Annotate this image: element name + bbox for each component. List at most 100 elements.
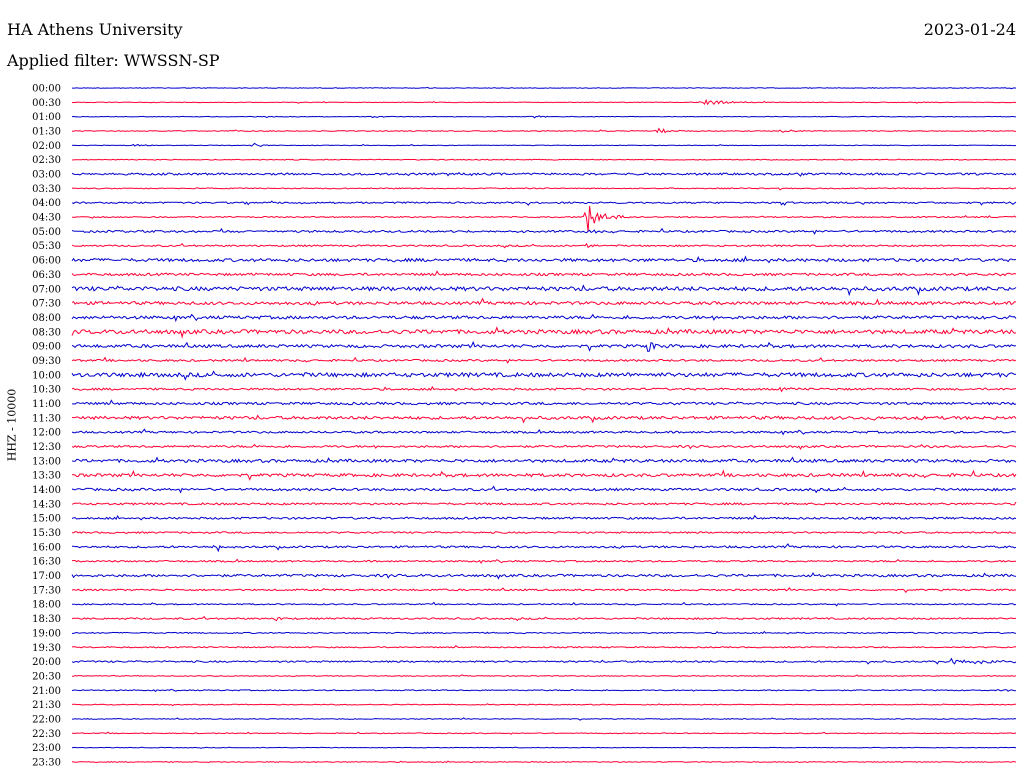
trace-line [71,399,1017,406]
trace-line [71,297,1017,306]
date-label: 2023-01-24 [923,20,1016,39]
trace-line [71,227,1017,235]
trace-line [71,514,1017,521]
filter-label: Applied filter: WWSSN-SP [7,51,220,70]
trace-line [71,385,1017,393]
row-time-label: 01:00 [32,112,61,123]
row-time-label: 11:00 [32,399,61,410]
row-time-label: 14:00 [32,485,61,496]
row-time-label: 07:30 [32,299,61,310]
trace-line [71,601,1017,607]
row-time-label: 17:00 [32,571,61,582]
trace-line [72,543,1017,553]
station-title: HA Athens University [7,20,183,39]
row-time-label: 00:00 [32,84,61,95]
trace-line [71,469,1017,481]
row-time-label: 06:00 [32,256,61,267]
row-time-label: 02:00 [32,141,61,152]
row-time-label: 05:30 [32,241,61,252]
trace-line [71,688,1017,693]
row-time-label: 09:00 [32,342,61,353]
row-time-label: 00:30 [32,98,61,109]
trace-line [71,142,1017,147]
trace-line [72,630,1017,635]
trace-line [71,572,1017,580]
trace-line [72,530,1017,535]
trace-line [71,746,1017,749]
trace-line [71,98,1017,106]
row-time-label: 21:30 [32,700,61,711]
row-time-label: 22:30 [32,729,61,740]
row-time-label: 06:30 [32,270,61,281]
trace-line [71,313,1017,323]
trace-line [71,200,1017,206]
row-time-label: 23:30 [32,757,61,768]
row-time-label: 01:30 [32,127,61,138]
trace-line [72,645,1017,649]
trace-line [72,86,1017,90]
row-time-label: 23:00 [32,743,61,754]
row-time-label: 04:00 [32,198,61,209]
trace-line [71,158,1017,161]
trace-line [71,326,1017,339]
trace-line [71,703,1016,707]
trace-line [71,284,1017,297]
trace-line [71,255,1017,264]
trace-line [71,414,1017,424]
trace-line [71,270,1017,277]
row-time-label: 18:30 [32,614,61,625]
row-time-label: 07:00 [32,284,61,295]
trace-line [71,558,1017,564]
trace-line [71,485,1017,494]
trace-line [71,443,1017,451]
row-time-label: 16:00 [32,542,61,553]
trace-line [71,370,1017,381]
row-time-label: 03:30 [32,184,61,195]
trace-line [71,340,1017,352]
trace-line [71,171,1017,177]
row-time-label: 08:30 [32,327,61,338]
row-time-label: 18:00 [32,600,61,611]
row-time-label: 13:00 [32,456,61,467]
trace-line [71,356,1017,364]
row-time-label: 15:30 [32,528,61,539]
row-time-label: 22:00 [32,714,61,725]
trace-line [71,242,1017,249]
row-time-label: 04:30 [32,213,61,224]
trace-line [71,674,1017,678]
trace-line [71,456,1017,464]
trace-line [71,206,1017,232]
row-time-label: 05:00 [32,227,61,238]
trace-line [71,760,1017,764]
trace-line [72,717,1017,721]
row-time-label: 12:00 [32,428,61,439]
row-time-label: 20:30 [32,671,61,682]
row-time-label: 16:30 [32,557,61,568]
trace-line [71,501,1017,506]
row-time-label: 17:30 [32,585,61,596]
row-time-label: 12:30 [32,442,61,453]
row-time-label: 09:30 [32,356,61,367]
row-time-label: 10:30 [32,385,61,396]
row-time-label: 08:00 [32,313,61,324]
trace-line [71,187,1016,191]
trace-line [72,731,1017,735]
trace-line [71,657,1017,665]
row-time-label: 02:30 [32,155,61,166]
row-time-label: 10:00 [32,370,61,381]
row-time-label: 03:00 [32,170,61,181]
trace-line [71,586,1017,594]
trace-line [71,615,1017,622]
row-time-label: 19:00 [32,628,61,639]
row-time-label: 20:00 [32,657,61,668]
row-time-label: 11:30 [32,413,61,424]
row-time-label: 21:00 [32,686,61,697]
row-time-label: 15:00 [32,514,61,525]
row-time-label: 14:30 [32,499,61,510]
trace-line [71,115,1017,119]
trace-line [71,428,1017,436]
row-time-label: 13:30 [32,471,61,482]
row-time-label: 19:30 [32,643,61,654]
trace-line [71,127,1017,134]
